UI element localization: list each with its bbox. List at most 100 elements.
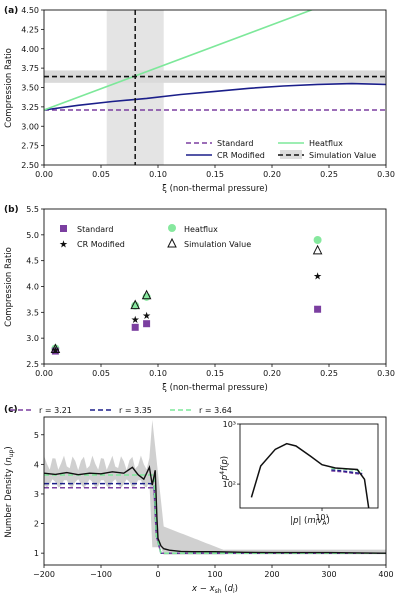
y-tick-label: 3 (34, 490, 39, 499)
legend-marker-heatflux (168, 224, 176, 232)
x-tick-label: 100 (207, 570, 222, 579)
r-3.64-line (44, 474, 386, 554)
y-tick-label: 3.50 (21, 84, 39, 93)
x-tick-label: 0.05 (92, 369, 110, 378)
x-tick-label: 400 (378, 570, 393, 579)
x-tick-label: 0.15 (206, 170, 224, 179)
panel-a: (a) 0.00 0.05 0.10 0.15 0.20 0.25 0.30 2.50 2.75… (4, 6, 395, 194)
x-tick-label: 0.00 (35, 369, 53, 378)
x-tick-label: −100 (90, 570, 112, 579)
y-tick-label: 4.5 (26, 257, 39, 266)
panel-a-xlabel: ξ (non-thermal pressure) (162, 184, 268, 194)
standard-point (131, 323, 139, 331)
inset-x-tick-label: 10¹ (315, 513, 328, 522)
x-tick-label: 0.05 (92, 170, 110, 179)
x-tick-label: 0.30 (377, 369, 395, 378)
simulation-value-point (130, 299, 141, 310)
panel-a-lines (44, 10, 386, 165)
x-tick-label: 300 (321, 570, 336, 579)
inset-ticks: 10¹ 10² 10³ (223, 420, 329, 522)
inset-lines (250, 442, 370, 509)
panel-a-legend: Standard CR Modified Heatflux Simulation… (186, 139, 376, 160)
legend-label-r364: r = 3.64 (199, 406, 232, 415)
y-tick-label: 2.50 (21, 161, 39, 170)
panel-b: (b) 0.00 0.05 0.10 0.15 0.20 0.25 0.30 2.5 3.0 3.… (4, 205, 395, 393)
y-tick-label: 5.0 (26, 231, 39, 240)
x-tick-label: 0.00 (35, 170, 53, 179)
standard-point (51, 347, 59, 355)
panel-c-frame (43, 416, 387, 566)
heatflux-line (44, 10, 314, 111)
cr-modified-point: ★ (131, 315, 140, 326)
inset-fit-line-2 (331, 469, 363, 475)
panel-b-label: (b) (4, 205, 19, 215)
y-tick-label: 4.25 (21, 25, 39, 34)
y-tick-label: 3.25 (21, 103, 39, 112)
y-tick-label: 2.75 (21, 142, 39, 151)
y-tick-label: 4 (34, 460, 39, 469)
cr-modified-point: ★ (142, 311, 151, 322)
panel-c-xlabel: x − xsh (di) (191, 584, 238, 595)
y-tick-label: 4.0 (26, 283, 39, 292)
x-tick-label: 0.25 (320, 170, 338, 179)
legend-label-heatflux: Heatflux (309, 139, 343, 148)
y-tick-label: 3.75 (21, 64, 39, 73)
panel-b-frame (43, 208, 387, 365)
inset-ylabel: p4f(p) (219, 456, 230, 481)
x-tick-label: 0.15 (206, 369, 224, 378)
y-tick-label: 5.5 (26, 205, 39, 214)
x-tick-label: 0.25 (320, 369, 338, 378)
panel-c-ylabel: Number Density (nup) (4, 446, 15, 538)
legend-label-cr-modified: CR Modified (217, 151, 265, 160)
cr-modified-point: ★ (51, 346, 60, 357)
legend-label-heatflux-b: Heatflux (184, 225, 218, 234)
panel-b-points: ★★ ★★ (50, 236, 323, 357)
standard-point (314, 305, 322, 313)
standard-point (143, 320, 151, 328)
legend-label-r335: r = 3.35 (119, 406, 152, 415)
simulation-value-point (312, 244, 323, 255)
x-tick-label: 0.10 (149, 170, 167, 179)
mean-density-line (43, 464, 387, 554)
inset-xlabel: |p| (mivA) (290, 516, 330, 527)
legend-label-simulation-value-b: Simulation Value (184, 240, 251, 249)
panel-b-ylabel: Compression Ratio (4, 247, 14, 327)
panel-b-xlabel: ξ (non-thermal pressure) (162, 383, 268, 393)
y-tick-label: 2.5 (26, 360, 39, 369)
inset-frame (239, 423, 379, 509)
legend-label-r321: r = 3.21 (39, 406, 72, 415)
panel-c-lines (43, 464, 387, 554)
legend-label-standard: Standard (217, 139, 253, 148)
x-tick-label: 0 (155, 570, 160, 579)
legend-marker-standard (60, 225, 67, 232)
y-tick-label: 4.50 (21, 6, 39, 15)
inset-fit-line-1 (331, 470, 363, 476)
panel-b-legend: Standard Heatflux ★ CR Modified Simulati… (59, 224, 251, 251)
panel-c-ticks: −200 −100 0 100 200 300 400 1 2 3 4 5 (33, 431, 394, 579)
cr-modified-point: ★ (313, 272, 322, 283)
x-tick-label: 200 (264, 570, 279, 579)
heatflux-point (313, 236, 322, 244)
panel-b-ticks: 0.00 0.05 0.10 0.15 0.20 0.25 0.30 2.5 3.0 3.5 4.0… (26, 205, 395, 378)
panel-a-ylabel: Compression Ratio (4, 48, 14, 128)
inset-y-tick-label: 10² (223, 480, 236, 489)
y-tick-label: 1 (34, 549, 39, 558)
y-tick-label: 3.0 (26, 334, 39, 343)
panel-a-ticks: 0.00 0.05 0.10 0.15 0.20 0.25 0.30 2.50 2.75 3.00… (21, 6, 395, 179)
simulation-value-point (141, 289, 152, 300)
y-tick-label: 2 (34, 520, 39, 529)
inset-spectrum-line (250, 442, 370, 509)
panel-a-frame (43, 9, 387, 166)
legend-marker-cr-modified: ★ (59, 240, 68, 251)
panel-c-inset: 10¹ 10² 10³ |p| (mivA) p4f(p) (219, 420, 379, 527)
legend-marker-simulation-value (167, 237, 177, 248)
x-tick-label: 0.10 (149, 369, 167, 378)
y-tick-label: 3.00 (21, 122, 39, 131)
y-tick-label: 5 (34, 431, 39, 440)
cr-modified-line (44, 82, 386, 111)
y-tick-label: 4.00 (21, 45, 39, 54)
inset-y-tick-label: 10³ (223, 420, 236, 429)
legend-label-cr-modified-b: CR Modified (77, 240, 125, 249)
